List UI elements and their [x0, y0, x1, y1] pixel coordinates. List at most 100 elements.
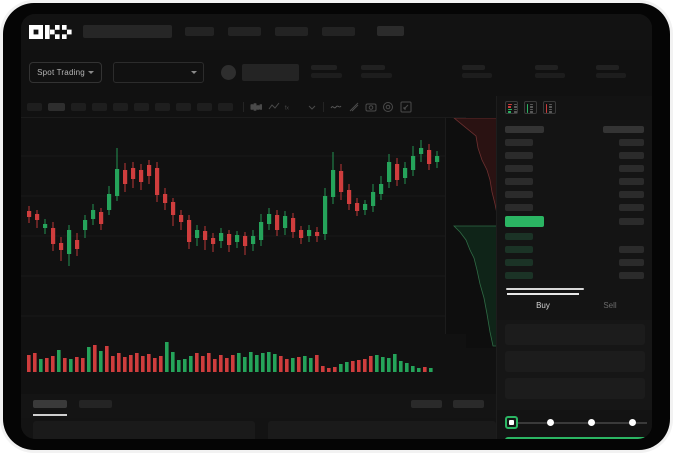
svg-text:fx: fx — [285, 105, 289, 111]
order-price-input[interactable] — [505, 324, 645, 345]
timeframe-button-10[interactable] — [218, 103, 233, 111]
orders-card-right[interactable] — [268, 421, 496, 439]
bid-row-size — [619, 246, 644, 253]
ask-row-price[interactable] — [505, 191, 533, 198]
stat-label — [535, 65, 558, 70]
orderbook-header-right — [603, 126, 644, 133]
price-chart[interactable] — [21, 118, 466, 334]
ask-row-price[interactable] — [505, 152, 533, 159]
stat-value — [535, 73, 565, 78]
ask-row-price[interactable] — [505, 139, 533, 146]
tab-buy[interactable]: Buy — [536, 301, 550, 310]
active-tab-underline — [33, 414, 67, 416]
timeframe-button-5[interactable] — [113, 103, 128, 111]
slider-stop-50[interactable] — [588, 418, 595, 426]
tab-open-orders[interactable] — [33, 400, 67, 408]
ask-row-size — [619, 191, 644, 198]
orders-card-left[interactable] — [33, 421, 255, 439]
slider-stop-25[interactable] — [547, 418, 554, 426]
market-depth-overlay[interactable] — [445, 118, 496, 348]
orderbook-scrollbar[interactable] — [506, 288, 584, 290]
camera-icon[interactable] — [365, 101, 377, 113]
ask-row-size — [619, 165, 644, 172]
tab-sell[interactable]: Sell — [603, 301, 617, 310]
indicators-icon[interactable]: fx — [284, 101, 300, 113]
market-stat-1 — [311, 65, 342, 78]
asks-only-icon[interactable] — [543, 101, 556, 114]
timeframe-button-4[interactable] — [92, 103, 107, 111]
bid-row-size — [619, 259, 644, 266]
orders-action-2[interactable] — [453, 400, 484, 408]
buy-tab-underline — [507, 293, 579, 295]
slider-stop-75[interactable] — [629, 418, 636, 426]
slider-handle[interactable] — [505, 416, 518, 429]
last-price-value — [242, 64, 299, 81]
both-sides-icon[interactable] — [505, 101, 518, 114]
submit-buy-button[interactable] — [505, 437, 647, 439]
app-screen: Spot Trading — [21, 14, 652, 439]
orders-panel — [21, 418, 496, 439]
bid-depth-area — [453, 225, 496, 347]
line-chart-icon[interactable] — [268, 101, 280, 113]
toolbar-divider — [243, 102, 244, 112]
stat-label — [462, 65, 485, 70]
market-subheader: Spot Trading — [21, 50, 652, 96]
right-sidebar: Buy Sell — [496, 96, 652, 439]
orderbook-header-left — [505, 126, 544, 133]
nav-item-2[interactable] — [228, 27, 261, 36]
search-input[interactable] — [83, 25, 172, 38]
order-entry-form — [497, 320, 652, 410]
candlestick-series — [21, 140, 466, 317]
bid-row-price[interactable] — [505, 246, 533, 253]
ask-row-size — [619, 178, 644, 185]
wave-icon[interactable] — [330, 101, 342, 113]
bid-row-price[interactable] — [505, 233, 533, 240]
ask-row-price[interactable] — [505, 165, 533, 172]
nav-item-3[interactable] — [275, 27, 308, 36]
orders-action-1[interactable] — [411, 400, 442, 408]
chevron-down-icon[interactable] — [306, 101, 318, 113]
toolbar-divider — [323, 102, 324, 112]
nav-item-1[interactable] — [185, 27, 214, 36]
amount-percent-slider[interactable] — [505, 416, 647, 430]
nav-item-4[interactable] — [322, 27, 355, 36]
pair-coin-icon — [221, 65, 236, 80]
bid-row-price[interactable] — [505, 259, 533, 266]
timeframe-button-6[interactable] — [134, 103, 149, 111]
ask-row-price[interactable] — [505, 178, 533, 185]
trading-pair-select[interactable] — [113, 62, 204, 83]
market-stat-3 — [462, 65, 492, 78]
nav-account-button[interactable] — [377, 26, 404, 36]
bid-row-price[interactable] — [505, 272, 533, 279]
tab-order-history[interactable] — [79, 400, 112, 408]
spot-trading-dropdown[interactable]: Spot Trading — [29, 62, 102, 83]
stat-label — [311, 65, 337, 70]
buy-sell-tab-bar: Buy Sell — [497, 292, 652, 320]
stat-value — [462, 73, 492, 78]
timeframe-button-1[interactable] — [27, 103, 42, 111]
timeframe-button-9[interactable] — [197, 103, 212, 111]
timeframe-button-7[interactable] — [155, 103, 170, 111]
timeframe-button-2[interactable] — [48, 103, 65, 111]
chevron-down-icon — [87, 71, 94, 74]
volume-bar-series — [27, 342, 433, 372]
depth-area-series — [453, 118, 496, 347]
settings-circle-icon[interactable] — [382, 101, 394, 113]
drawing-pencil-icon[interactable] — [348, 101, 360, 113]
timeframe-button-3[interactable] — [71, 103, 86, 111]
orderbook-view-modes — [505, 101, 556, 114]
ask-row-size — [619, 204, 644, 211]
stat-label — [361, 65, 385, 70]
order-amount-input[interactable] — [505, 351, 645, 372]
okx-logo[interactable] — [29, 24, 74, 39]
order-total-input[interactable] — [505, 378, 645, 399]
ask-row-price[interactable] — [505, 204, 533, 211]
fullscreen-icon[interactable] — [400, 101, 412, 113]
timeframe-button-8[interactable] — [176, 103, 191, 111]
volume-chart[interactable] — [21, 334, 466, 394]
order-book[interactable] — [497, 120, 652, 292]
bids-only-icon[interactable] — [524, 101, 537, 114]
spot-trading-label: Spot Trading — [37, 68, 85, 77]
candlestick-chart-icon[interactable] — [250, 101, 262, 113]
